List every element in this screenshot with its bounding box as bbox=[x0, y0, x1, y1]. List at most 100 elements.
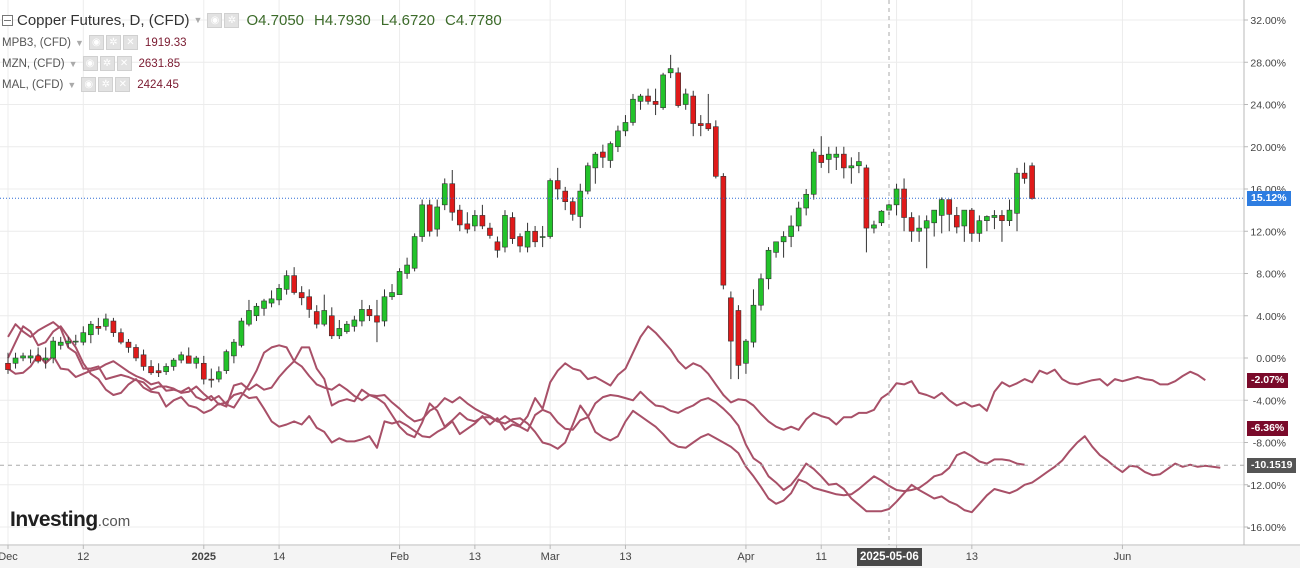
collapse-icon[interactable] bbox=[2, 14, 13, 26]
candle-body bbox=[456, 209, 463, 226]
candle-body bbox=[88, 323, 94, 336]
candle-body bbox=[660, 74, 666, 108]
chevron-down-icon[interactable]: ▼ bbox=[68, 58, 78, 69]
candle-body bbox=[72, 340, 79, 343]
chevron-down-icon[interactable]: ▼ bbox=[193, 15, 203, 25]
candle-body bbox=[991, 215, 998, 218]
ohlc-high-label: H bbox=[314, 11, 325, 29]
overlay-controls: ◉ ✲ ✕ bbox=[88, 35, 138, 50]
candle-body bbox=[50, 340, 56, 359]
candle-body bbox=[140, 354, 147, 367]
candle-body bbox=[366, 309, 373, 317]
ohlc-open-value: 4.7050 bbox=[258, 11, 305, 29]
candle-body bbox=[328, 315, 335, 337]
overlay-controls: ◉ ✲ ✕ bbox=[82, 56, 132, 71]
candle-body bbox=[600, 151, 606, 158]
candle-body bbox=[569, 201, 576, 215]
legend-overlay-row: MZN, (CFD) ▼ ◉ ✲ ✕ 2631.85 bbox=[2, 53, 512, 74]
overlay-value: 2424.45 bbox=[137, 78, 179, 91]
candle-body bbox=[735, 310, 742, 366]
overlay-value: 2631.85 bbox=[138, 57, 181, 70]
candle-body bbox=[690, 95, 697, 124]
candle-body bbox=[57, 341, 64, 346]
candle-body bbox=[208, 378, 215, 381]
logo-suffix: .com bbox=[97, 513, 131, 530]
x-tick-label: 11 bbox=[816, 551, 827, 563]
candle-body bbox=[637, 95, 644, 102]
close-icon[interactable]: ✕ bbox=[116, 56, 132, 71]
candle-body bbox=[103, 318, 109, 327]
candle-body bbox=[261, 300, 267, 309]
legend: Copper Futures, D, (CFD) ▼ ◉ ✲ O4.7050 H… bbox=[2, 8, 512, 95]
overlay-controls: ◉ ✲ ✕ bbox=[81, 77, 131, 92]
legend-main-row: Copper Futures, D, (CFD) ▼ ◉ ✲ O4.7050 H… bbox=[2, 8, 512, 32]
visibility-icon[interactable]: ◉ bbox=[82, 56, 98, 71]
candle-body bbox=[795, 207, 802, 227]
y-tick-label: 32.00% bbox=[1250, 15, 1286, 27]
candle-body bbox=[178, 354, 184, 361]
candle-body bbox=[682, 93, 689, 105]
chevron-down-icon[interactable]: ▼ bbox=[75, 37, 84, 48]
candle-body bbox=[344, 323, 350, 332]
ohlc-close: C4.7780 bbox=[445, 12, 502, 29]
y-tick-label: -12.00% bbox=[1247, 480, 1286, 492]
candle-body bbox=[675, 72, 681, 106]
candle-body bbox=[825, 153, 832, 160]
series-badge: -6.36% bbox=[1247, 421, 1289, 437]
candle-body bbox=[216, 371, 222, 380]
visibility-icon[interactable]: ◉ bbox=[207, 12, 223, 28]
y-tick-label: 12.00% bbox=[1250, 226, 1286, 238]
candle-body bbox=[539, 236, 546, 238]
ohlc-open-label: O bbox=[246, 11, 259, 29]
candle-body bbox=[185, 355, 192, 364]
candle-body bbox=[389, 292, 395, 298]
visibility-icon[interactable]: ◉ bbox=[81, 77, 97, 92]
chevron-down-icon[interactable]: ▼ bbox=[67, 79, 77, 90]
candle-body bbox=[705, 123, 712, 130]
candle-body bbox=[170, 359, 177, 367]
candle-body bbox=[321, 310, 328, 325]
candle-body bbox=[35, 355, 41, 362]
settings-icon[interactable]: ✲ bbox=[224, 12, 240, 28]
candle-body bbox=[931, 209, 937, 224]
x-tick-label: Mar bbox=[541, 551, 560, 563]
candle-body bbox=[291, 275, 297, 293]
candle-body bbox=[592, 153, 599, 169]
candle-body bbox=[848, 165, 855, 169]
x-tick-label: 2025 bbox=[192, 551, 216, 563]
visibility-icon[interactable]: ◉ bbox=[88, 35, 104, 50]
candle-body bbox=[607, 143, 614, 161]
series-line-mal bbox=[7, 325, 1206, 431]
ohlc-open: O4.7050 bbox=[246, 12, 304, 29]
crosshair-date-badge: 2025-05-06 bbox=[857, 548, 922, 566]
y-tick-label: -8.00% bbox=[1253, 438, 1286, 450]
settings-icon[interactable]: ✲ bbox=[98, 77, 114, 92]
candle-body bbox=[306, 296, 313, 310]
candle-body bbox=[961, 209, 968, 227]
candle-body bbox=[720, 176, 727, 286]
candle-body bbox=[517, 236, 523, 247]
candle-body bbox=[313, 311, 320, 325]
ohlc-low-value: 4.6720 bbox=[389, 11, 435, 29]
ohlc-close-value: 4.7780 bbox=[455, 11, 502, 29]
candle-body bbox=[246, 310, 252, 325]
candle-body bbox=[946, 199, 953, 215]
x-axis-band bbox=[0, 546, 1300, 568]
candle-body bbox=[118, 332, 124, 343]
close-icon[interactable]: ✕ bbox=[122, 35, 138, 50]
close-icon[interactable]: ✕ bbox=[115, 77, 131, 92]
candle-body bbox=[923, 220, 930, 229]
legend-main-controls: ◉ ✲ bbox=[207, 12, 240, 28]
settings-icon[interactable]: ✲ bbox=[105, 35, 121, 50]
candle-body bbox=[901, 188, 907, 218]
candle-body bbox=[803, 193, 809, 209]
candle-body bbox=[743, 340, 749, 364]
candle-body bbox=[871, 224, 877, 229]
candle-body bbox=[630, 98, 636, 123]
candle-body bbox=[509, 217, 516, 239]
settings-icon[interactable]: ✲ bbox=[99, 56, 115, 71]
overlay-name: MZN, (CFD) bbox=[2, 57, 65, 70]
candle-body bbox=[645, 95, 651, 102]
candle-body bbox=[298, 292, 305, 299]
